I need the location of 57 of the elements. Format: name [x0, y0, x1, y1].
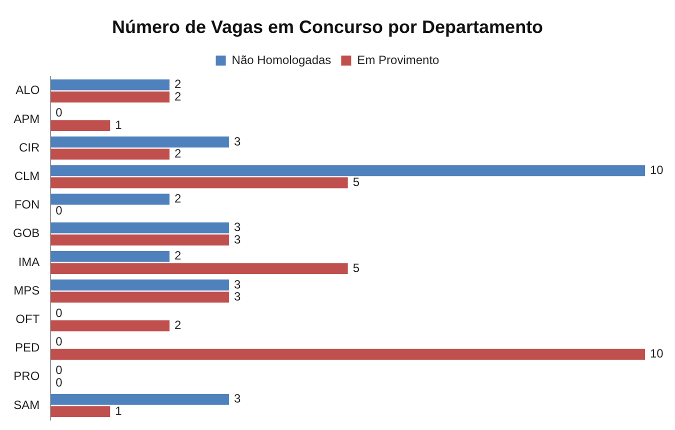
bar: [50, 177, 348, 188]
bar: [50, 234, 229, 246]
y-tick-label: FON: [14, 198, 40, 212]
bar: [50, 194, 170, 205]
chart-title: Número de Vagas em Concurso por Departamento: [112, 16, 544, 37]
bar: [50, 292, 229, 303]
bar: [50, 148, 170, 160]
y-tick-label: MPS: [14, 283, 40, 298]
bar: [50, 79, 170, 90]
bar: [50, 250, 170, 262]
data-label: 3: [234, 134, 241, 148]
data-label: 3: [234, 392, 241, 406]
y-tick-label: APM: [14, 112, 40, 126]
data-label: 3: [234, 232, 241, 246]
data-label: 0: [56, 334, 63, 349]
bar: [50, 406, 110, 418]
data-label: 1: [115, 404, 122, 418]
y-tick-label: PED: [14, 340, 40, 355]
y-tick-label: CLM: [14, 169, 40, 184]
data-label: 2: [174, 248, 182, 263]
data-label: 2: [174, 77, 182, 92]
y-tick-label: SAM: [14, 398, 40, 412]
y-tick-label: GOB: [13, 226, 40, 240]
data-label: 5: [352, 175, 360, 190]
y-tick-label: PRO: [14, 369, 40, 384]
legend-label: Não Homologadas: [232, 52, 332, 67]
bar: [50, 222, 229, 234]
legend-label: Em Provimento: [357, 52, 440, 67]
bar: [50, 120, 110, 132]
data-label: 0: [56, 363, 63, 378]
y-tick-label: ALO: [16, 83, 40, 98]
data-label: 0: [56, 204, 63, 218]
bar: [50, 394, 229, 405]
data-label: 10: [650, 346, 664, 361]
data-label: 0: [56, 106, 63, 120]
y-tick-label: IMA: [18, 254, 40, 269]
bar: [50, 320, 170, 332]
bar: [50, 165, 645, 176]
data-label: 0: [56, 306, 63, 320]
bar: [50, 280, 229, 290]
data-label: 1: [115, 118, 122, 132]
data-label: 3: [234, 277, 241, 292]
data-label: 2: [174, 192, 182, 206]
bar: [50, 136, 229, 148]
data-label: 2: [174, 146, 182, 160]
data-label: 3: [234, 220, 241, 234]
y-tick-label: OFT: [16, 312, 40, 326]
bar: [50, 263, 348, 274]
data-label: 5: [352, 260, 360, 275]
data-label: 2: [174, 89, 182, 104]
data-label: 10: [650, 162, 664, 177]
bar: [50, 348, 645, 360]
data-label: 2: [174, 318, 182, 332]
bar: [50, 92, 170, 102]
data-label: 3: [234, 289, 241, 304]
data-label: 0: [56, 375, 63, 390]
y-tick-label: CIR: [19, 140, 40, 154]
